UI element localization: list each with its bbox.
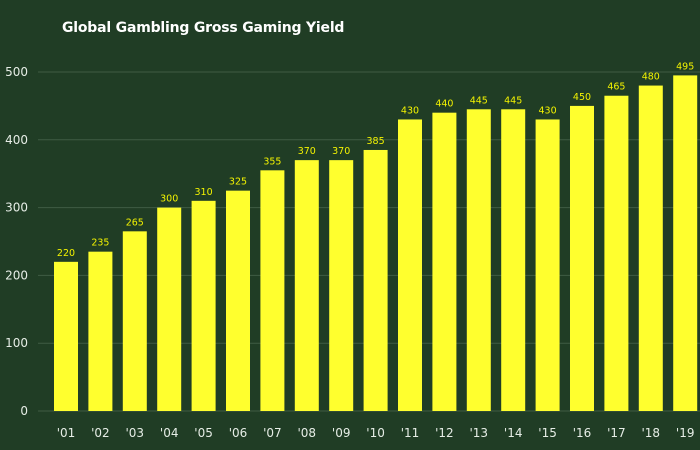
data-label: 430: [539, 105, 557, 116]
y-tick-label: 0: [20, 404, 28, 418]
data-label: 430: [401, 105, 419, 116]
x-axis-ticks: '01 '02 '03 '04 '05 '06 '07 '08 '09 '10 '11 '12 '13 '…: [57, 426, 695, 440]
x-tick-label: '13: [470, 426, 489, 440]
data-label: 495: [676, 61, 694, 72]
y-tick-label: 300: [5, 201, 28, 215]
x-tick-label: '18: [642, 426, 661, 440]
data-label: 480: [642, 72, 660, 83]
data-label: 445: [470, 95, 488, 106]
bar: [88, 251, 113, 411]
x-tick-label: '01: [57, 426, 76, 440]
x-tick-label: '10: [366, 426, 385, 440]
bar: [363, 149, 388, 411]
data-label: 300: [160, 194, 178, 205]
data-label: 325: [229, 177, 247, 188]
data-label: 385: [367, 136, 385, 147]
bar: [260, 170, 285, 411]
y-axis-ticks: 0 100 200 300 400 500: [5, 65, 28, 418]
data-label: 220: [57, 248, 75, 259]
bar: [329, 160, 354, 411]
bar: [673, 75, 698, 411]
x-tick-label: '09: [332, 426, 351, 440]
bar: [398, 119, 422, 412]
data-label: 370: [298, 146, 316, 157]
data-label: 450: [573, 92, 591, 103]
x-tick-label: '02: [91, 426, 110, 440]
x-tick-label: '05: [194, 426, 213, 440]
x-tick-label: '12: [435, 426, 454, 440]
y-tick-label: 500: [5, 65, 28, 79]
x-tick-label: '14: [504, 426, 523, 440]
x-tick-label: '03: [126, 426, 145, 440]
x-tick-label: '06: [229, 426, 248, 440]
y-tick-label: 200: [5, 268, 28, 282]
data-label: 310: [195, 187, 213, 198]
bar: [535, 119, 560, 412]
bar: [54, 261, 78, 411]
bar: [570, 105, 594, 412]
x-tick-label: '04: [160, 426, 179, 440]
y-tick-label: 400: [5, 133, 28, 147]
bar: [466, 109, 491, 411]
bar: [432, 112, 457, 412]
data-label: 440: [435, 99, 453, 110]
data-label: 355: [263, 156, 281, 167]
x-tick-label: '16: [573, 426, 592, 440]
bar: [157, 207, 182, 411]
data-label: 465: [607, 82, 625, 93]
bar: [191, 200, 216, 411]
data-label: 235: [91, 238, 109, 249]
x-tick-label: '08: [298, 426, 317, 440]
bar: [226, 190, 250, 411]
bar: [122, 231, 147, 411]
x-tick-label: '17: [607, 426, 626, 440]
y-tick-label: 100: [5, 336, 28, 350]
x-tick-label: '07: [263, 426, 282, 440]
data-label: 445: [504, 95, 522, 106]
x-tick-label: '11: [401, 426, 420, 440]
bars: [54, 75, 698, 412]
bar: [604, 95, 629, 411]
data-label: 370: [332, 146, 350, 157]
data-label: 265: [126, 217, 144, 228]
x-tick-label: '15: [538, 426, 557, 440]
chart-title: Global Gambling Gross Gaming Yield: [62, 20, 345, 36]
bar: [294, 160, 319, 411]
bar: [638, 85, 663, 411]
bar: [501, 109, 526, 411]
x-tick-label: '19: [676, 426, 695, 440]
data-labels: 220 235 265 300 310 325 355 370 370 385 430 440 445 4…: [57, 61, 694, 258]
